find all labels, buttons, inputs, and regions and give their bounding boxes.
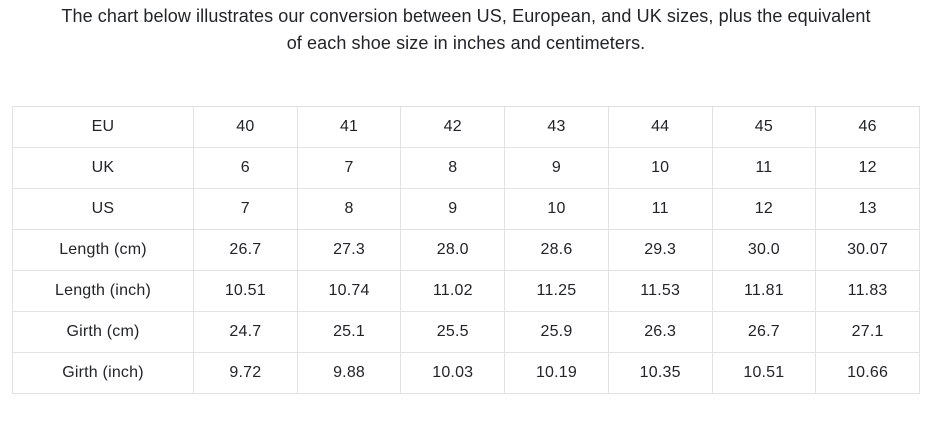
table-cell: 10.51 <box>193 270 298 312</box>
table-cell: 27.1 <box>815 311 920 353</box>
table-cell: 28.0 <box>400 229 506 271</box>
table-cell: 9 <box>400 188 506 230</box>
table-row: US 7 8 9 10 11 12 13 <box>12 188 920 230</box>
table-cell: 10.66 <box>815 352 920 394</box>
table-cell: 11 <box>711 147 817 189</box>
table-cell: 28.6 <box>504 229 609 271</box>
table-cell: 9 <box>504 147 609 189</box>
size-conversion-table: EU 40 41 42 43 44 45 46 UK 6 7 8 9 10 11 12 US 7 8 9 10 11 12 1… <box>12 106 920 394</box>
page: The chart below illustrates our conversi… <box>0 0 932 394</box>
table-cell: 11.25 <box>504 270 609 312</box>
row-label: EU <box>12 106 194 148</box>
table-cell: 44 <box>607 106 713 148</box>
table-cell: 10.74 <box>296 270 402 312</box>
table-cell: 10.35 <box>607 352 713 394</box>
table-cell: 30.07 <box>815 229 920 271</box>
table-cell: 40 <box>193 106 298 148</box>
table-cell: 43 <box>504 106 609 148</box>
table-cell: 45 <box>711 106 817 148</box>
table-cell: 12 <box>711 188 817 230</box>
table-cell: 7 <box>193 188 298 230</box>
table-cell: 29.3 <box>607 229 713 271</box>
table-cell: 27.3 <box>296 229 402 271</box>
row-label: US <box>12 188 194 230</box>
page-title-line1: The chart below illustrates our conversi… <box>61 6 871 26</box>
table-row: Length (inch) 10.51 10.74 11.02 11.25 11.53 11… <box>12 270 920 312</box>
table-cell: 8 <box>400 147 506 189</box>
table-cell: 8 <box>296 188 402 230</box>
table-cell: 9.72 <box>193 352 298 394</box>
table-cell: 6 <box>193 147 298 189</box>
row-label: Length (inch) <box>12 270 194 312</box>
page-title-line2: of each shoe size in inches and centimet… <box>286 33 646 53</box>
table-cell: 11 <box>607 188 713 230</box>
table-cell: 10.03 <box>400 352 506 394</box>
table-row: Length (cm) 26.7 27.3 28.0 28.6 29.3 30.0 30.07 <box>12 229 920 271</box>
row-label: Girth (inch) <box>12 352 194 394</box>
table-cell: 13 <box>815 188 920 230</box>
table-cell: 11.83 <box>815 270 920 312</box>
table-cell: 9.88 <box>296 352 402 394</box>
table-cell: 11.81 <box>711 270 817 312</box>
table-cell: 10 <box>607 147 713 189</box>
table-cell: 11.02 <box>400 270 506 312</box>
table-cell: 24.7 <box>193 311 298 353</box>
table-cell: 11.53 <box>607 270 713 312</box>
table-row: UK 6 7 8 9 10 11 12 <box>12 147 920 189</box>
row-label: Girth (cm) <box>12 311 194 353</box>
table-cell: 25.9 <box>504 311 609 353</box>
table-cell: 25.1 <box>296 311 402 353</box>
table-row: EU 40 41 42 43 44 45 46 <box>12 106 920 148</box>
table-cell: 10 <box>504 188 609 230</box>
table-cell: 26.7 <box>711 311 817 353</box>
row-label: UK <box>12 147 194 189</box>
table-row: Girth (cm) 24.7 25.1 25.5 25.9 26.3 26.7 27.1 <box>12 311 920 353</box>
table-cell: 26.7 <box>193 229 298 271</box>
row-label: Length (cm) <box>12 229 194 271</box>
table-cell: 25.5 <box>400 311 506 353</box>
table-cell: 10.19 <box>504 352 609 394</box>
table-cell: 41 <box>296 106 402 148</box>
table-cell: 10.51 <box>711 352 817 394</box>
table-row: Girth (inch) 9.72 9.88 10.03 10.19 10.35 10.51… <box>12 352 920 394</box>
table-cell: 12 <box>815 147 920 189</box>
page-title: The chart below illustrates our conversi… <box>0 0 932 57</box>
table-cell: 26.3 <box>607 311 713 353</box>
size-conversion-chart: EU 40 41 42 43 44 45 46 UK 6 7 8 9 10 11 12 US 7 8 9 10 11 12 1… <box>12 106 920 394</box>
size-table-body: EU 40 41 42 43 44 45 46 UK 6 7 8 9 10 11 12 US 7 8 9 10 11 12 1… <box>12 106 920 394</box>
table-cell: 46 <box>815 106 920 148</box>
table-cell: 42 <box>400 106 506 148</box>
table-cell: 7 <box>296 147 402 189</box>
table-cell: 30.0 <box>711 229 817 271</box>
